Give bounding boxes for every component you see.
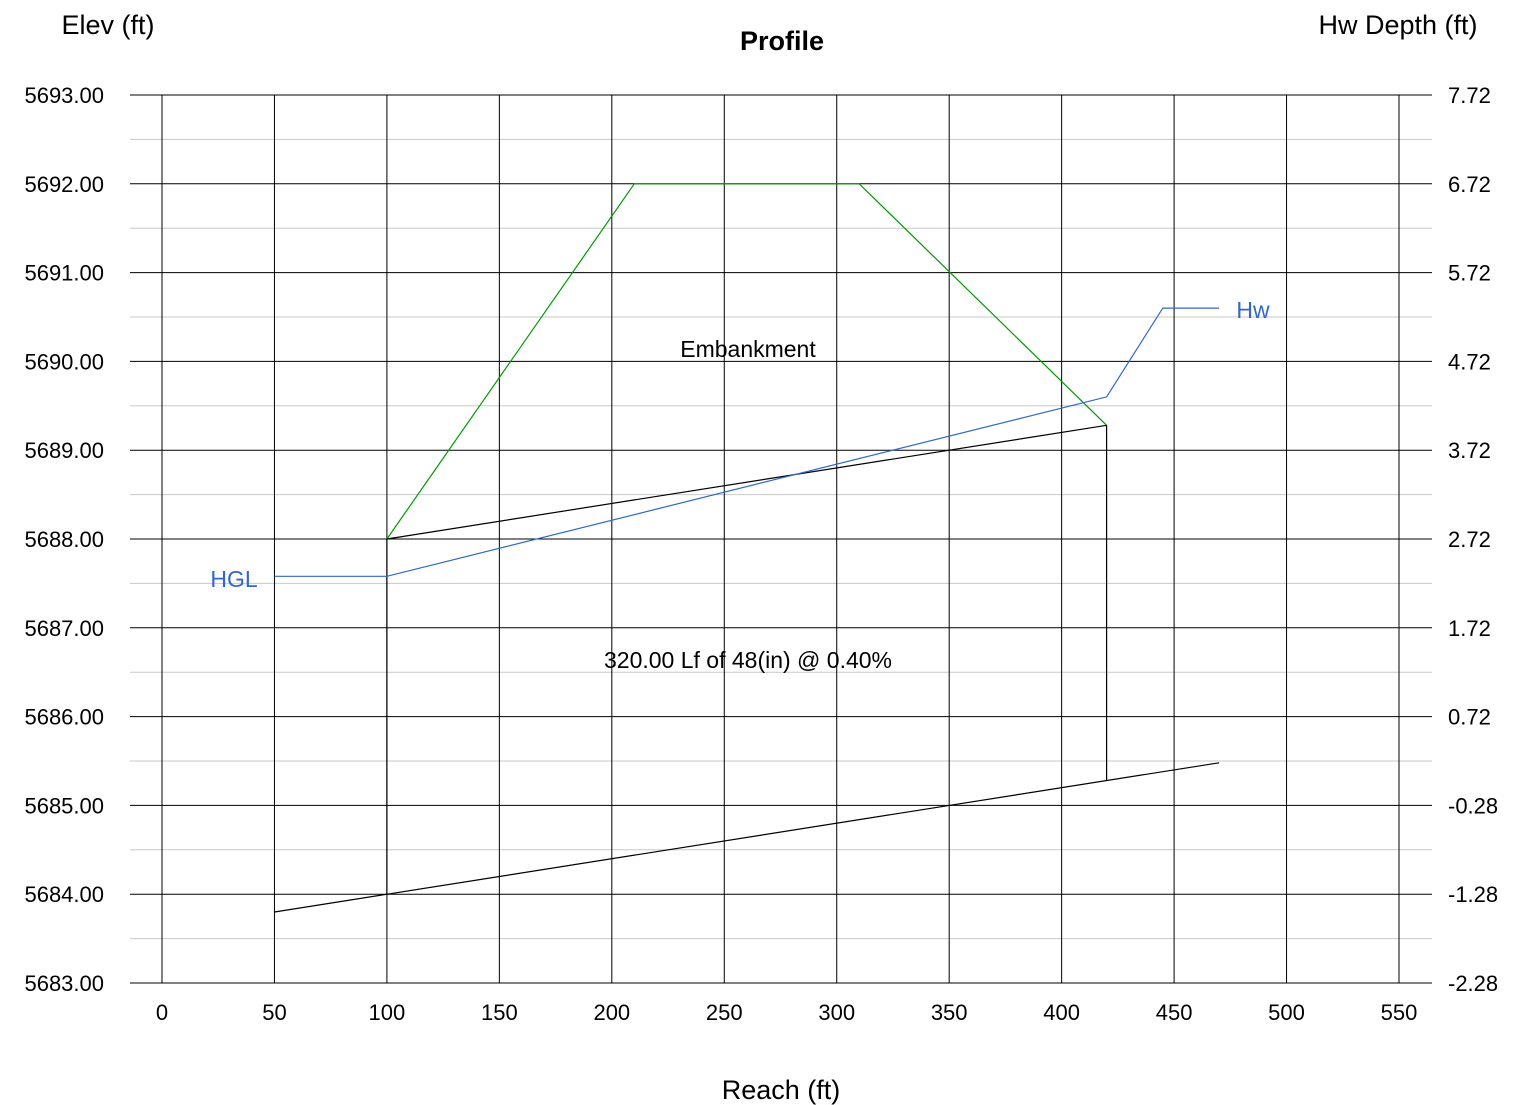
series-line [274, 762, 1220, 913]
labels-layer: Profile Elev (ft) Hw Depth (ft) Reach (f… [61, 10, 1477, 1105]
y-tick-label-right: 3.72 [1448, 438, 1491, 463]
chart-title: Profile [740, 26, 824, 56]
y-axis-label-right: Hw Depth (ft) [1318, 10, 1477, 40]
x-tick-label: 0 [156, 1000, 168, 1025]
y-tick-label-left: 5689.00 [24, 438, 104, 463]
y-tick-label-left: 5690.00 [24, 349, 104, 374]
pipe-label: 320.00 Lf of 48(in) @ 0.40% [604, 647, 892, 673]
y-tick-label-right: 5.72 [1448, 261, 1491, 286]
y-tick-label-right: -0.28 [1448, 793, 1498, 818]
y-tick-label-left: 5692.00 [24, 172, 104, 197]
embankment-label: Embankment [680, 336, 816, 362]
x-axis-label: Reach (ft) [722, 1075, 841, 1105]
y-tick-label-left: 5687.00 [24, 616, 104, 641]
x-tick-label: 550 [1381, 1000, 1418, 1025]
grid [130, 94, 1432, 984]
x-tick-label: 200 [593, 1000, 630, 1025]
y-tick-label-right: 0.72 [1448, 705, 1491, 730]
y-tick-label-left: 5684.00 [24, 882, 104, 907]
x-tick-label: 400 [1043, 1000, 1080, 1025]
y-tick-label-right: 7.72 [1448, 83, 1491, 108]
x-tick-label: 250 [706, 1000, 743, 1025]
y-tick-label-left: 5686.00 [24, 705, 104, 730]
y-tick-label-left: 5691.00 [24, 261, 104, 286]
series-layer [274, 183, 1220, 913]
y-tick-label-left: 5683.00 [24, 971, 104, 996]
x-tick-label: 100 [369, 1000, 406, 1025]
x-tick-label: 150 [481, 1000, 518, 1025]
series-line [386, 424, 1107, 540]
x-tick-label: 450 [1156, 1000, 1193, 1025]
hgl-label: HGL [210, 566, 258, 592]
y-tick-label-right: 1.72 [1448, 616, 1491, 641]
y-tick-label-right: -1.28 [1448, 882, 1498, 907]
ticks-layer: 5693.00 7.72 5692.00 6.72 5691.00 5.72 5690.00… [24, 83, 1498, 1025]
x-tick-label: 300 [818, 1000, 855, 1025]
series-embankment [386, 183, 1108, 540]
hw-label: Hw [1236, 297, 1270, 323]
y-tick-label-left: 5693.00 [24, 83, 104, 108]
series-hgl [274, 307, 1220, 577]
y-tick-label-left: 5685.00 [24, 793, 104, 818]
y-tick-label-right: -2.28 [1448, 971, 1498, 996]
y-tick-label-left: 5688.00 [24, 527, 104, 552]
y-axis-label-left: Elev (ft) [61, 10, 154, 40]
y-tick-label-right: 4.72 [1448, 349, 1491, 374]
y-tick-label-right: 2.72 [1448, 527, 1491, 552]
y-tick-label-right: 6.72 [1448, 172, 1491, 197]
x-tick-label: 500 [1268, 1000, 1305, 1025]
x-tick-label: 50 [262, 1000, 286, 1025]
x-tick-label: 350 [931, 1000, 968, 1025]
